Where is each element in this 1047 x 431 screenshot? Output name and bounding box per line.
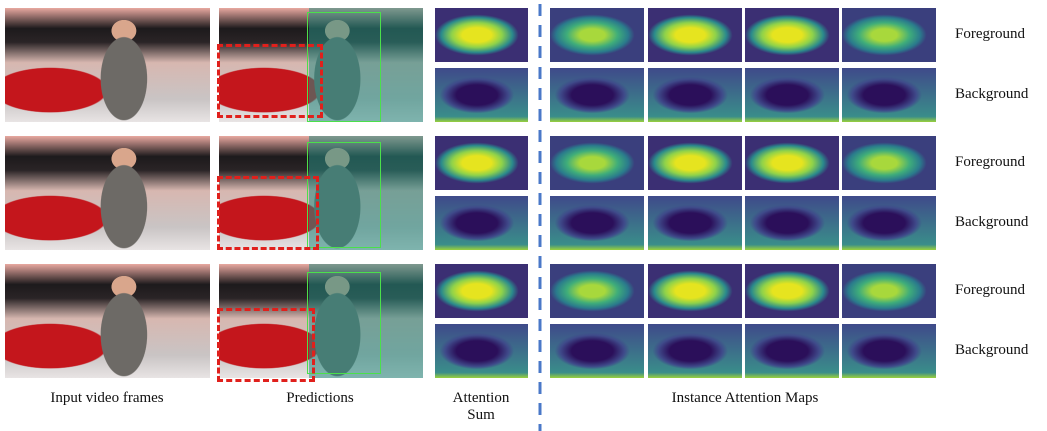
attention-sum-map	[435, 8, 528, 62]
instance-attention-map	[745, 136, 839, 190]
box-car	[217, 44, 323, 118]
instance-attention-map	[842, 324, 936, 378]
attention-sum-map	[435, 196, 528, 250]
instance-attention-map	[842, 68, 936, 122]
caption: Instance Attention Maps	[600, 390, 890, 407]
instance-attention-map	[550, 196, 644, 250]
attention-sum-map	[435, 264, 528, 318]
row-label: Background	[955, 86, 1045, 103]
instance-attention-map	[648, 324, 742, 378]
instance-attention-map	[745, 68, 839, 122]
box-car	[217, 176, 319, 250]
prediction-frame	[219, 8, 423, 122]
input-frame	[5, 136, 210, 250]
row-label: Foreground	[955, 282, 1045, 299]
figure: Input video frames Predictions Attention…	[0, 0, 1047, 431]
instance-attention-map	[550, 264, 644, 318]
instance-attention-map	[842, 8, 936, 62]
row-label: Foreground	[955, 26, 1045, 43]
instance-attention-map	[550, 136, 644, 190]
caption: Input video frames	[7, 390, 207, 407]
instance-attention-map	[648, 68, 742, 122]
prediction-frame	[219, 264, 423, 378]
instance-attention-map	[550, 8, 644, 62]
row-label: Foreground	[955, 154, 1045, 171]
instance-attention-map	[842, 264, 936, 318]
instance-attention-map	[745, 324, 839, 378]
input-frame	[5, 264, 210, 378]
instance-attention-map	[745, 196, 839, 250]
instance-attention-map	[842, 196, 936, 250]
box-person	[307, 272, 381, 374]
row-label: Background	[955, 214, 1045, 231]
divider	[534, 0, 546, 431]
attention-sum-map	[435, 136, 528, 190]
prediction-frame	[219, 136, 423, 250]
instance-attention-map	[550, 68, 644, 122]
instance-attention-map	[648, 196, 742, 250]
caption: Attention Sum	[440, 390, 522, 424]
instance-attention-map	[648, 264, 742, 318]
instance-attention-map	[550, 324, 644, 378]
attention-sum-map	[435, 68, 528, 122]
box-car	[217, 308, 315, 382]
caption: Predictions	[220, 390, 420, 407]
instance-attention-map	[648, 8, 742, 62]
instance-attention-map	[842, 136, 936, 190]
instance-attention-map	[648, 136, 742, 190]
instance-attention-map	[745, 264, 839, 318]
instance-attention-map	[745, 8, 839, 62]
input-frame	[5, 8, 210, 122]
attention-sum-map	[435, 324, 528, 378]
row-label: Background	[955, 342, 1045, 359]
